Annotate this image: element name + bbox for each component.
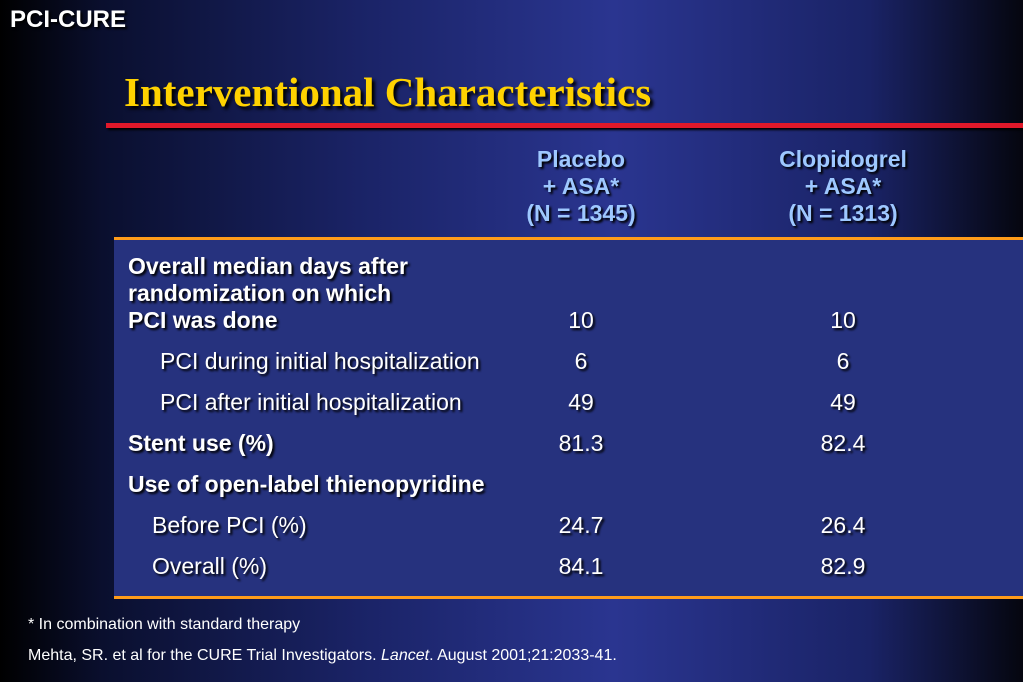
- column-header-line: + ASA*: [542, 173, 620, 199]
- cell-clopidogrel: 6: [836, 348, 850, 374]
- row-label-overall: Overall (%): [152, 553, 268, 579]
- row-label-initial-hospitalization: PCI during initial hospitalization: [160, 348, 480, 374]
- column-header-line: + ASA*: [804, 173, 882, 199]
- citation: Mehta, SR. et al for the CURE Trial Inve…: [28, 647, 617, 665]
- row-label-before-pci: Before PCI (%): [152, 512, 307, 538]
- cell-clopidogrel: 26.4: [820, 512, 866, 538]
- row-label-median-days-line: PCI was done: [128, 307, 278, 333]
- cell-clopidogrel: 10: [830, 307, 856, 333]
- column-header-line: (N = 1313): [788, 200, 898, 226]
- column-header-placebo: Placebo + ASA* (N = 1345): [461, 146, 701, 227]
- slide-label: PCI-CURE: [10, 6, 127, 33]
- footnote: * In combination with standard therapy: [28, 616, 301, 633]
- column-header-line: Placebo: [536, 146, 626, 172]
- cell-placebo: 24.7: [558, 512, 604, 538]
- citation-journal: Lancet: [381, 647, 430, 664]
- column-header-line: (N = 1345): [526, 200, 636, 226]
- cell-placebo: 6: [574, 348, 588, 374]
- title-divider: [106, 123, 1023, 128]
- column-header-clopidogrel: Clopidogrel + ASA* (N = 1313): [723, 146, 963, 227]
- cell-clopidogrel: 82.9: [820, 553, 866, 579]
- cell-clopidogrel: 82.4: [820, 430, 866, 456]
- table-panel: [114, 237, 1023, 599]
- cell-placebo: 84.1: [558, 553, 604, 579]
- row-label-thienopyridine: Use of open-label thienopyridine: [128, 471, 485, 497]
- cell-placebo: 10: [568, 307, 594, 333]
- cell-clopidogrel: 49: [830, 389, 856, 415]
- row-label-median-days-line: Overall median days after: [128, 253, 408, 279]
- cell-placebo: 49: [568, 389, 594, 415]
- slide-title: Interventional Characteristics: [124, 69, 652, 115]
- column-header-line: Clopidogrel: [779, 146, 907, 172]
- row-label-median-days-line: randomization on which: [128, 280, 392, 306]
- cell-placebo: 81.3: [558, 430, 604, 456]
- citation-details: . August 2001;21:2033-41.: [429, 647, 617, 664]
- row-label-after-hospitalization: PCI after initial hospitalization: [160, 389, 462, 415]
- row-label-stent-use: Stent use (%): [128, 430, 274, 456]
- citation-authors: Mehta, SR. et al for the CURE Trial Inve…: [28, 647, 382, 664]
